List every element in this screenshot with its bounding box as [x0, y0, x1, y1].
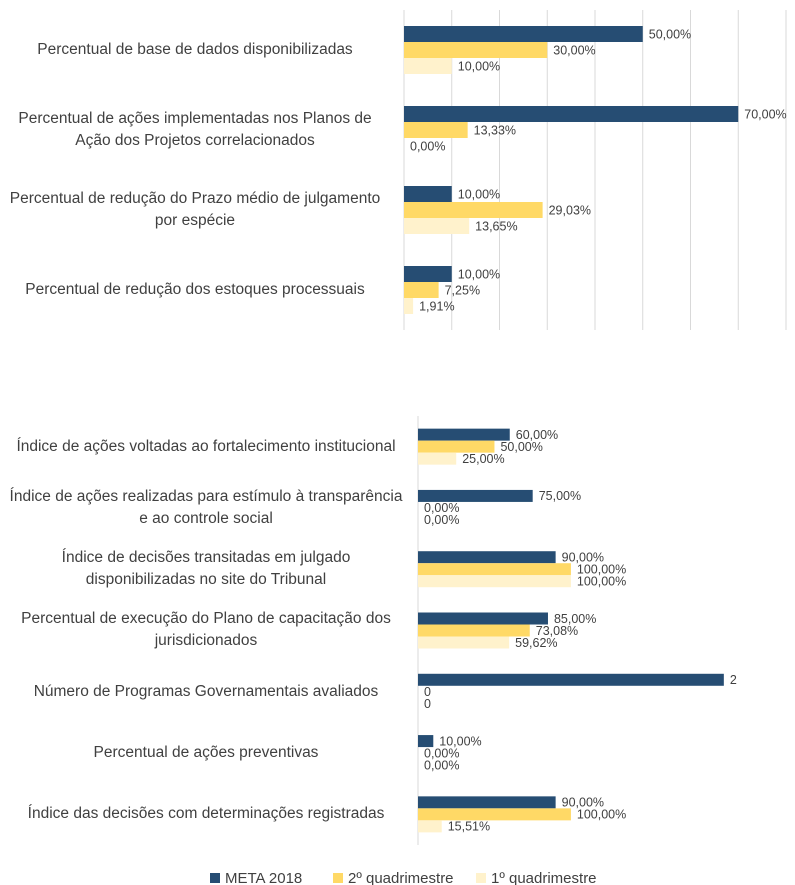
value-label: 90,00%	[562, 796, 604, 810]
value-label: 2	[730, 673, 737, 687]
value-label: 100,00%	[577, 808, 626, 822]
value-label: 0	[424, 697, 431, 711]
value-label: 90,00%	[562, 551, 604, 565]
value-label: 100,00%	[577, 563, 626, 577]
legend-swatch	[210, 873, 220, 883]
legend-label: 2º quadrimestre	[348, 870, 454, 885]
category-label: Índice de ações realizadas para estímulo…	[9, 487, 403, 527]
value-label: 0,00%	[410, 139, 445, 153]
bar	[404, 218, 470, 234]
value-label: 1,91%	[419, 299, 454, 313]
category-label: Percentual de execução do Plano de capac…	[21, 610, 391, 650]
category-label: Percentual de redução dos estoques proce…	[25, 281, 365, 298]
value-label: 0,00%	[424, 501, 459, 515]
category-label: Percentual de base de dados disponibiliz…	[37, 41, 353, 58]
value-label: 10,00%	[458, 187, 500, 201]
value-label: 50,00%	[649, 27, 691, 41]
bar	[418, 636, 510, 649]
bar	[418, 624, 530, 637]
value-label: 7,25%	[445, 283, 480, 297]
bar	[404, 26, 643, 42]
bar	[418, 452, 457, 465]
bar	[418, 489, 533, 502]
bar	[418, 820, 442, 833]
value-label: 70,00%	[744, 107, 786, 121]
value-label: 50,00%	[500, 440, 542, 454]
value-label: 0	[424, 685, 431, 699]
bar	[418, 575, 571, 588]
category-label: Percentual de redução do Prazo médio de …	[9, 190, 381, 229]
bar	[418, 612, 548, 625]
bar	[418, 796, 556, 809]
bar	[404, 202, 543, 218]
legend-label: META 2018	[225, 870, 302, 885]
value-label: 30,00%	[553, 43, 595, 57]
category-label: Percentual de ações implementadas nos Pl…	[18, 110, 372, 149]
category-label: Índice de ações voltadas ao fortalecimen…	[16, 437, 396, 455]
value-label: 0,00%	[424, 758, 459, 772]
bar	[418, 808, 571, 821]
bar	[404, 58, 452, 74]
legend-swatch	[476, 873, 486, 883]
bar	[404, 42, 548, 58]
bar	[418, 551, 556, 564]
bar	[418, 673, 724, 686]
bar	[404, 298, 414, 314]
value-label: 25,00%	[462, 452, 504, 466]
bar	[404, 186, 452, 202]
value-label: 73,08%	[536, 624, 578, 638]
value-label: 0,00%	[424, 513, 459, 527]
category-label: Índice das decisões com determinações re…	[27, 805, 385, 823]
bar	[404, 282, 439, 298]
category-label: Índice de decisões transitadas em julgad…	[61, 549, 351, 589]
value-label: 13,65%	[475, 219, 517, 233]
bar	[404, 266, 452, 282]
value-label: 59,62%	[515, 636, 557, 650]
value-label: 29,03%	[549, 203, 591, 217]
bar	[418, 735, 434, 748]
value-label: 10,00%	[439, 734, 481, 748]
value-label: 85,00%	[554, 612, 596, 626]
value-label: 0,00%	[424, 746, 459, 760]
value-label: 10,00%	[458, 267, 500, 281]
bar	[418, 563, 571, 576]
value-label: 10,00%	[458, 59, 500, 73]
value-label: 15,51%	[448, 820, 490, 834]
value-label: 13,33%	[474, 123, 516, 137]
legend-swatch	[333, 873, 343, 883]
value-label: 100,00%	[577, 575, 626, 589]
bar	[404, 122, 468, 138]
category-label: Número de Programas Governamentais avali…	[33, 682, 379, 700]
bar	[404, 106, 739, 122]
value-label: 60,00%	[516, 428, 558, 442]
category-label: Percentual de ações preventivas	[93, 744, 319, 762]
bar	[418, 428, 510, 441]
bar	[418, 440, 495, 453]
value-label: 75,00%	[539, 489, 581, 503]
legend-label: 1º quadrimestre	[491, 870, 597, 885]
